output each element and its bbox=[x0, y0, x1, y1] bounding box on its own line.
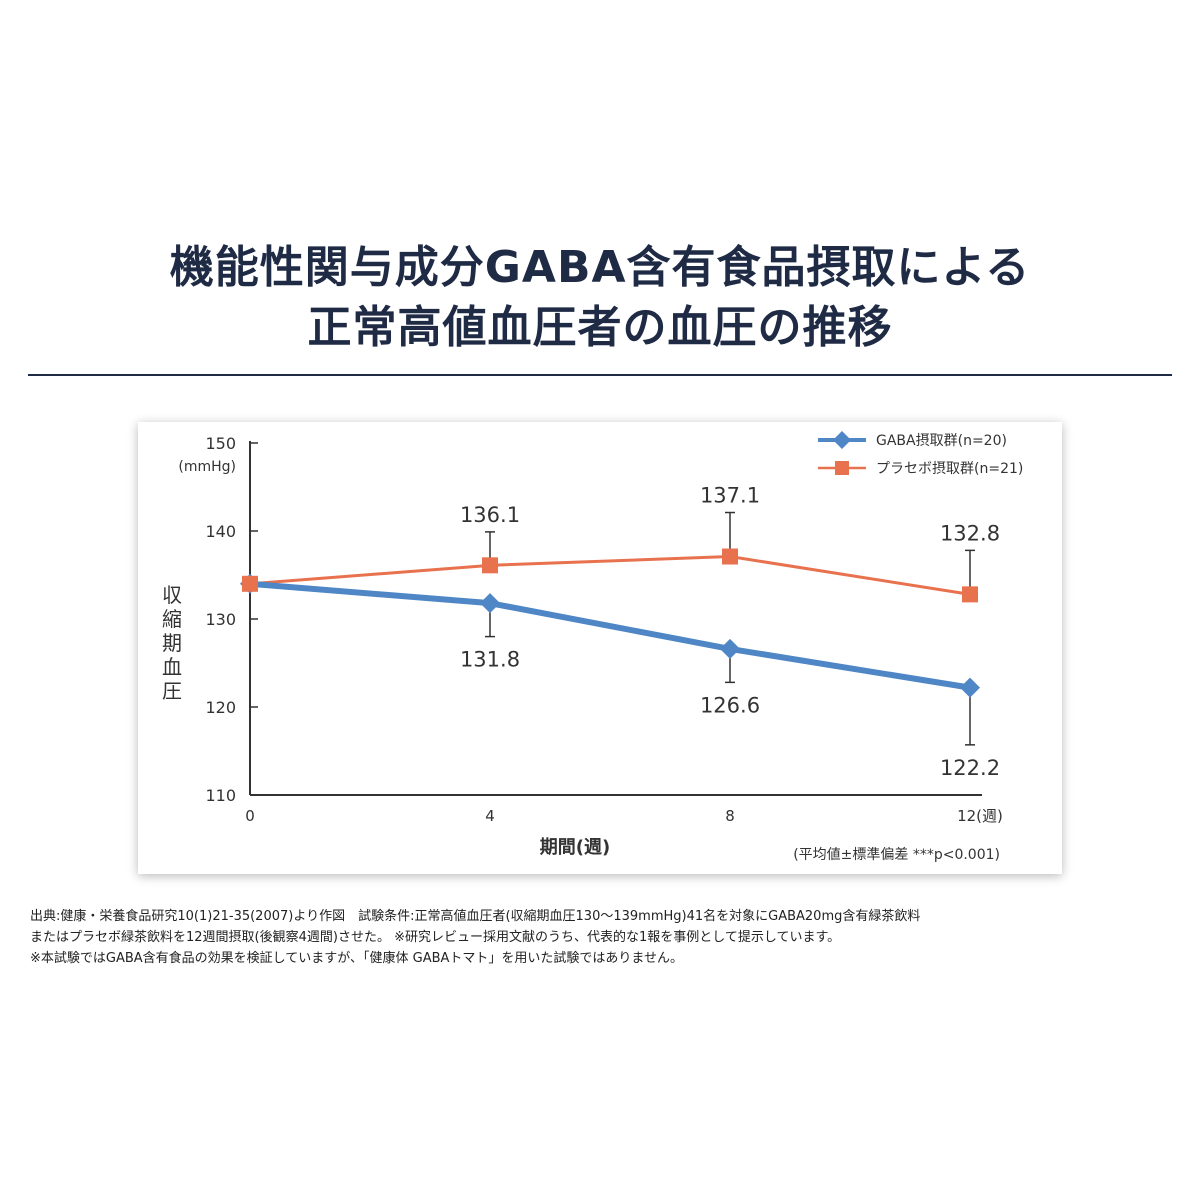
placebo-point bbox=[722, 548, 738, 565]
gaba-point bbox=[960, 677, 980, 698]
gaba-legend-marker bbox=[833, 431, 851, 449]
y-tick-label: 110 bbox=[205, 786, 236, 805]
title-line-2: 正常高値血圧者の血圧の推移 bbox=[307, 302, 893, 353]
x-tick-label: 8 bbox=[725, 807, 735, 825]
gaba-data-label: 126.6 bbox=[700, 693, 760, 717]
gaba-point bbox=[480, 593, 500, 614]
x-tick-label: 0 bbox=[245, 807, 255, 825]
page-title: 機能性関与成分GABA含有食品摂取による 正常高値血圧者の血圧の推移 bbox=[0, 238, 1200, 358]
footnotes: 出典:健康・栄養食品研究10(1)21-35(2007)より作図 試験条件:正常… bbox=[30, 906, 1170, 969]
y-axis-title-char: 血 bbox=[162, 655, 182, 679]
placebo-data-label: 136.1 bbox=[460, 503, 520, 527]
x-axis-title: 期間(週) bbox=[540, 837, 610, 858]
x-tick-label: 12(週) bbox=[957, 807, 1003, 825]
x-tick-label: 4 bbox=[485, 807, 495, 825]
placebo-point bbox=[962, 586, 978, 603]
y-tick-label: 130 bbox=[205, 610, 236, 629]
gaba-data-label: 131.8 bbox=[460, 648, 520, 672]
blood-pressure-chart: 110 120 130 140 150 (mmHg) 収縮期血圧 0 4 8 12(週) 期間(週) (… bbox=[138, 422, 1062, 874]
gaba-data-label: 122.2 bbox=[940, 756, 1000, 780]
placebo-series-line bbox=[249, 555, 971, 596]
title-line-1: 機能性関与成分GABA含有食品摂取による bbox=[169, 242, 1031, 293]
footnote-source: 出典:健康・栄養食品研究10(1)21-35(2007)より作図 試験条件:正常… bbox=[30, 909, 921, 924]
gaba-point bbox=[720, 638, 740, 659]
placebo-data-label: 132.8 bbox=[940, 521, 1000, 545]
y-tick-label: 140 bbox=[205, 522, 236, 541]
footnote-disclaimer: ※本試験ではGABA含有食品の効果を検証していますが、「健康体 GABAトマト」… bbox=[30, 951, 684, 966]
gaba-legend-label: GABA摂取群(n=20) bbox=[876, 433, 1007, 449]
chart-note: (平均値±標準偏差 ***p<0.001) bbox=[793, 847, 1000, 863]
y-unit-label: (mmHg) bbox=[178, 459, 236, 475]
gaba-series-line bbox=[249, 580, 971, 691]
y-axis-title-char: 期 bbox=[162, 631, 182, 655]
title-divider bbox=[28, 374, 1172, 376]
chart-svg: 110 120 130 140 150 (mmHg) 収縮期血圧 0 4 8 12(週) 期間(週) (… bbox=[162, 431, 1023, 863]
placebo-legend-label: プラセボ摂取群(n=21) bbox=[876, 461, 1023, 477]
y-axis-title-char: 縮 bbox=[162, 607, 182, 631]
placebo-point bbox=[482, 557, 498, 574]
placebo-legend-marker bbox=[835, 461, 849, 475]
y-tick-label: 150 bbox=[205, 434, 236, 453]
placebo-data-label: 137.1 bbox=[700, 484, 760, 508]
y-axis-title-char: 圧 bbox=[162, 679, 182, 703]
y-tick-label: 120 bbox=[205, 698, 236, 717]
y-axis-title-char: 収 bbox=[162, 583, 182, 607]
footnote-conditions: またはプラセボ緑茶飲料を12週間摂取(後観察4週間)させた。 ※研究レビュー採用… bbox=[30, 930, 841, 945]
placebo-point bbox=[242, 575, 258, 592]
